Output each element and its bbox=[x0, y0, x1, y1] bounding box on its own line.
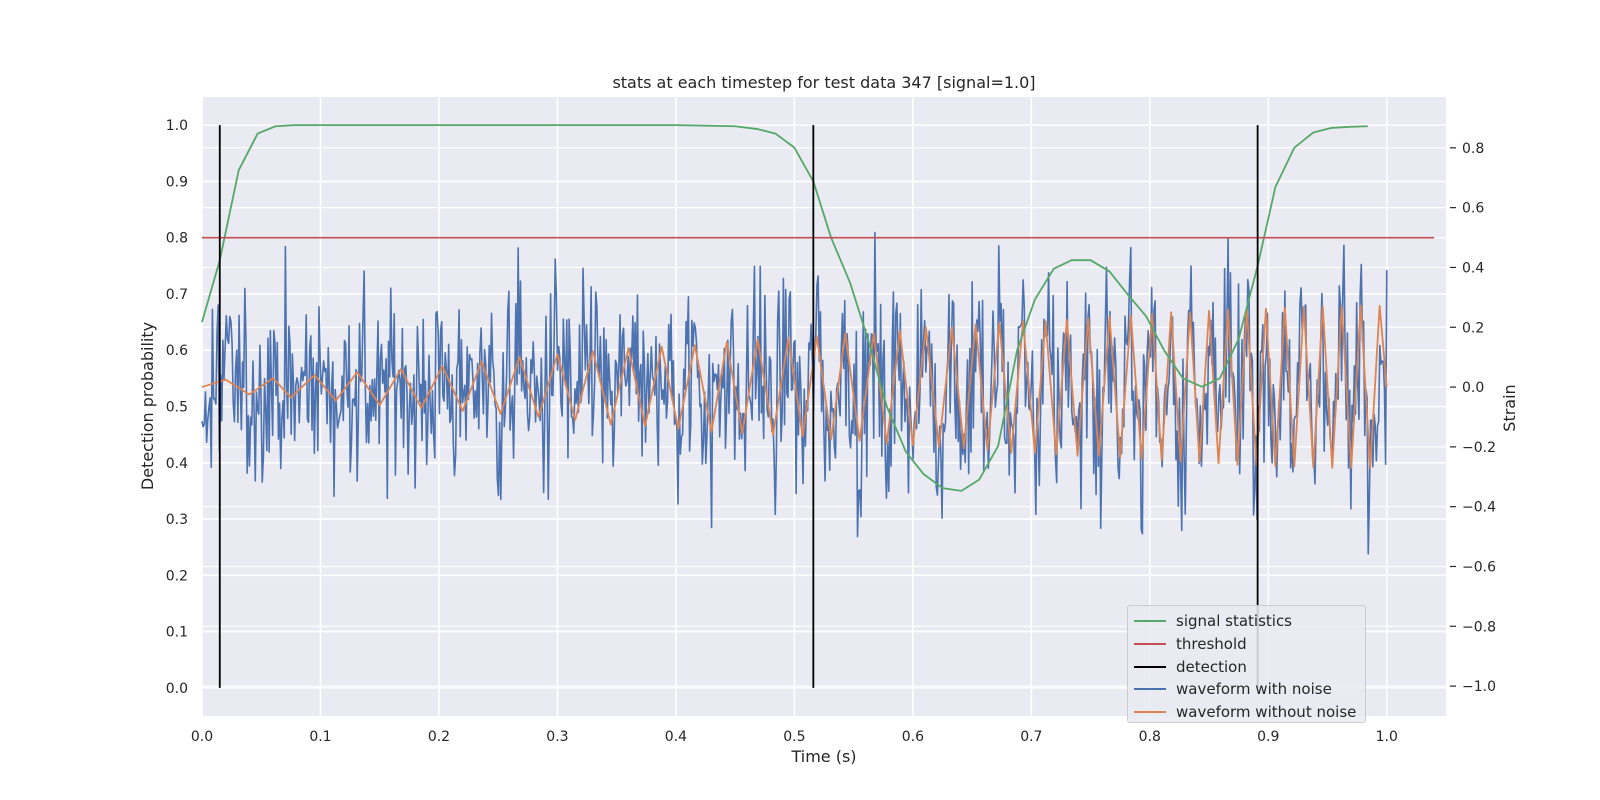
legend-label: detection bbox=[1176, 657, 1247, 676]
y-tick-label: 0.3 bbox=[166, 512, 188, 528]
y-right-tick-label: −0.2 bbox=[1462, 440, 1496, 456]
y-right-tick-label: 0.4 bbox=[1462, 260, 1484, 276]
legend-label: waveform with noise bbox=[1176, 680, 1332, 699]
x-tick-label: 0.5 bbox=[783, 729, 805, 745]
y-right-tick-label: 0.6 bbox=[1462, 201, 1484, 217]
x-tick-label: 0.1 bbox=[309, 729, 331, 745]
y-tick-label: 0.5 bbox=[166, 400, 188, 416]
x-tick-label: 0.9 bbox=[1257, 729, 1279, 745]
y-tick-label: 0.1 bbox=[166, 625, 188, 641]
y-tick-label: 0.8 bbox=[166, 231, 188, 247]
x-tick-label: 1.0 bbox=[1376, 729, 1398, 745]
y-tick-label: 0.7 bbox=[166, 287, 188, 303]
legend-swatch bbox=[1134, 688, 1166, 691]
y-tick-label: 0.4 bbox=[166, 456, 188, 472]
y-tick-label: 1.0 bbox=[166, 118, 188, 134]
y-right-tick-label: −0.6 bbox=[1462, 559, 1496, 575]
signal-statistics-line bbox=[201, 124, 1368, 492]
y-tick-label: 0.6 bbox=[166, 343, 188, 359]
legend-item-waveform-without-noise: waveform without noise bbox=[1128, 701, 1365, 724]
x-tick-label: 0.2 bbox=[428, 729, 450, 745]
x-tick-label: 0.7 bbox=[1020, 729, 1042, 745]
y-tick-label: 0.9 bbox=[166, 174, 188, 190]
x-tick-label: 0.8 bbox=[1139, 729, 1161, 745]
legend-label: threshold bbox=[1176, 635, 1247, 654]
x-tick-label: 0.0 bbox=[191, 729, 213, 745]
y-tick-label: 0.0 bbox=[166, 681, 188, 697]
y-right-tick-label: −0.8 bbox=[1462, 619, 1496, 635]
y-right-tick-label: −0.4 bbox=[1462, 500, 1496, 516]
series-layer bbox=[201, 124, 1435, 688]
y-right-tick-label: 0.8 bbox=[1462, 141, 1484, 157]
x-axis-label: Time (s) bbox=[790, 747, 856, 766]
legend-swatch bbox=[1134, 711, 1166, 714]
y-right-tick-label: 0.2 bbox=[1462, 320, 1484, 336]
legend-label: waveform without noise bbox=[1176, 703, 1357, 722]
y-axis-label-left: Detection probability bbox=[138, 322, 157, 490]
y-right-tick-label: −1.0 bbox=[1462, 679, 1496, 695]
x-tick-label: 0.6 bbox=[902, 729, 924, 745]
tick-labels: 0.0 0.1 0.2 0.3 0.4 0.5 0.6 0.7 0.8 0.9 1.0 0.0 0.1 0… bbox=[166, 118, 1496, 745]
legend-swatch bbox=[1134, 665, 1166, 668]
legend-item-threshold: threshold bbox=[1128, 633, 1365, 656]
legend-swatch bbox=[1134, 643, 1166, 646]
y-axis-label-right: Strain bbox=[1500, 384, 1519, 431]
legend-item-signal-statistics: signal statistics bbox=[1128, 610, 1365, 633]
chart-title: stats at each timestep for test data 347… bbox=[612, 73, 1035, 92]
legend-label: signal statistics bbox=[1176, 612, 1293, 631]
legend: signal statistics threshold detection wa… bbox=[1127, 605, 1366, 723]
y-right-tick-label: 0.0 bbox=[1462, 380, 1484, 396]
legend-item-waveform-with-noise: waveform with noise bbox=[1128, 678, 1365, 701]
waveform-without-noise-line bbox=[201, 304, 1388, 470]
legend-swatch bbox=[1134, 620, 1166, 623]
legend-item-detection: detection bbox=[1128, 655, 1365, 678]
y-tick-label: 0.2 bbox=[166, 568, 188, 584]
x-tick-label: 0.3 bbox=[546, 729, 568, 745]
x-tick-label: 0.4 bbox=[665, 729, 687, 745]
